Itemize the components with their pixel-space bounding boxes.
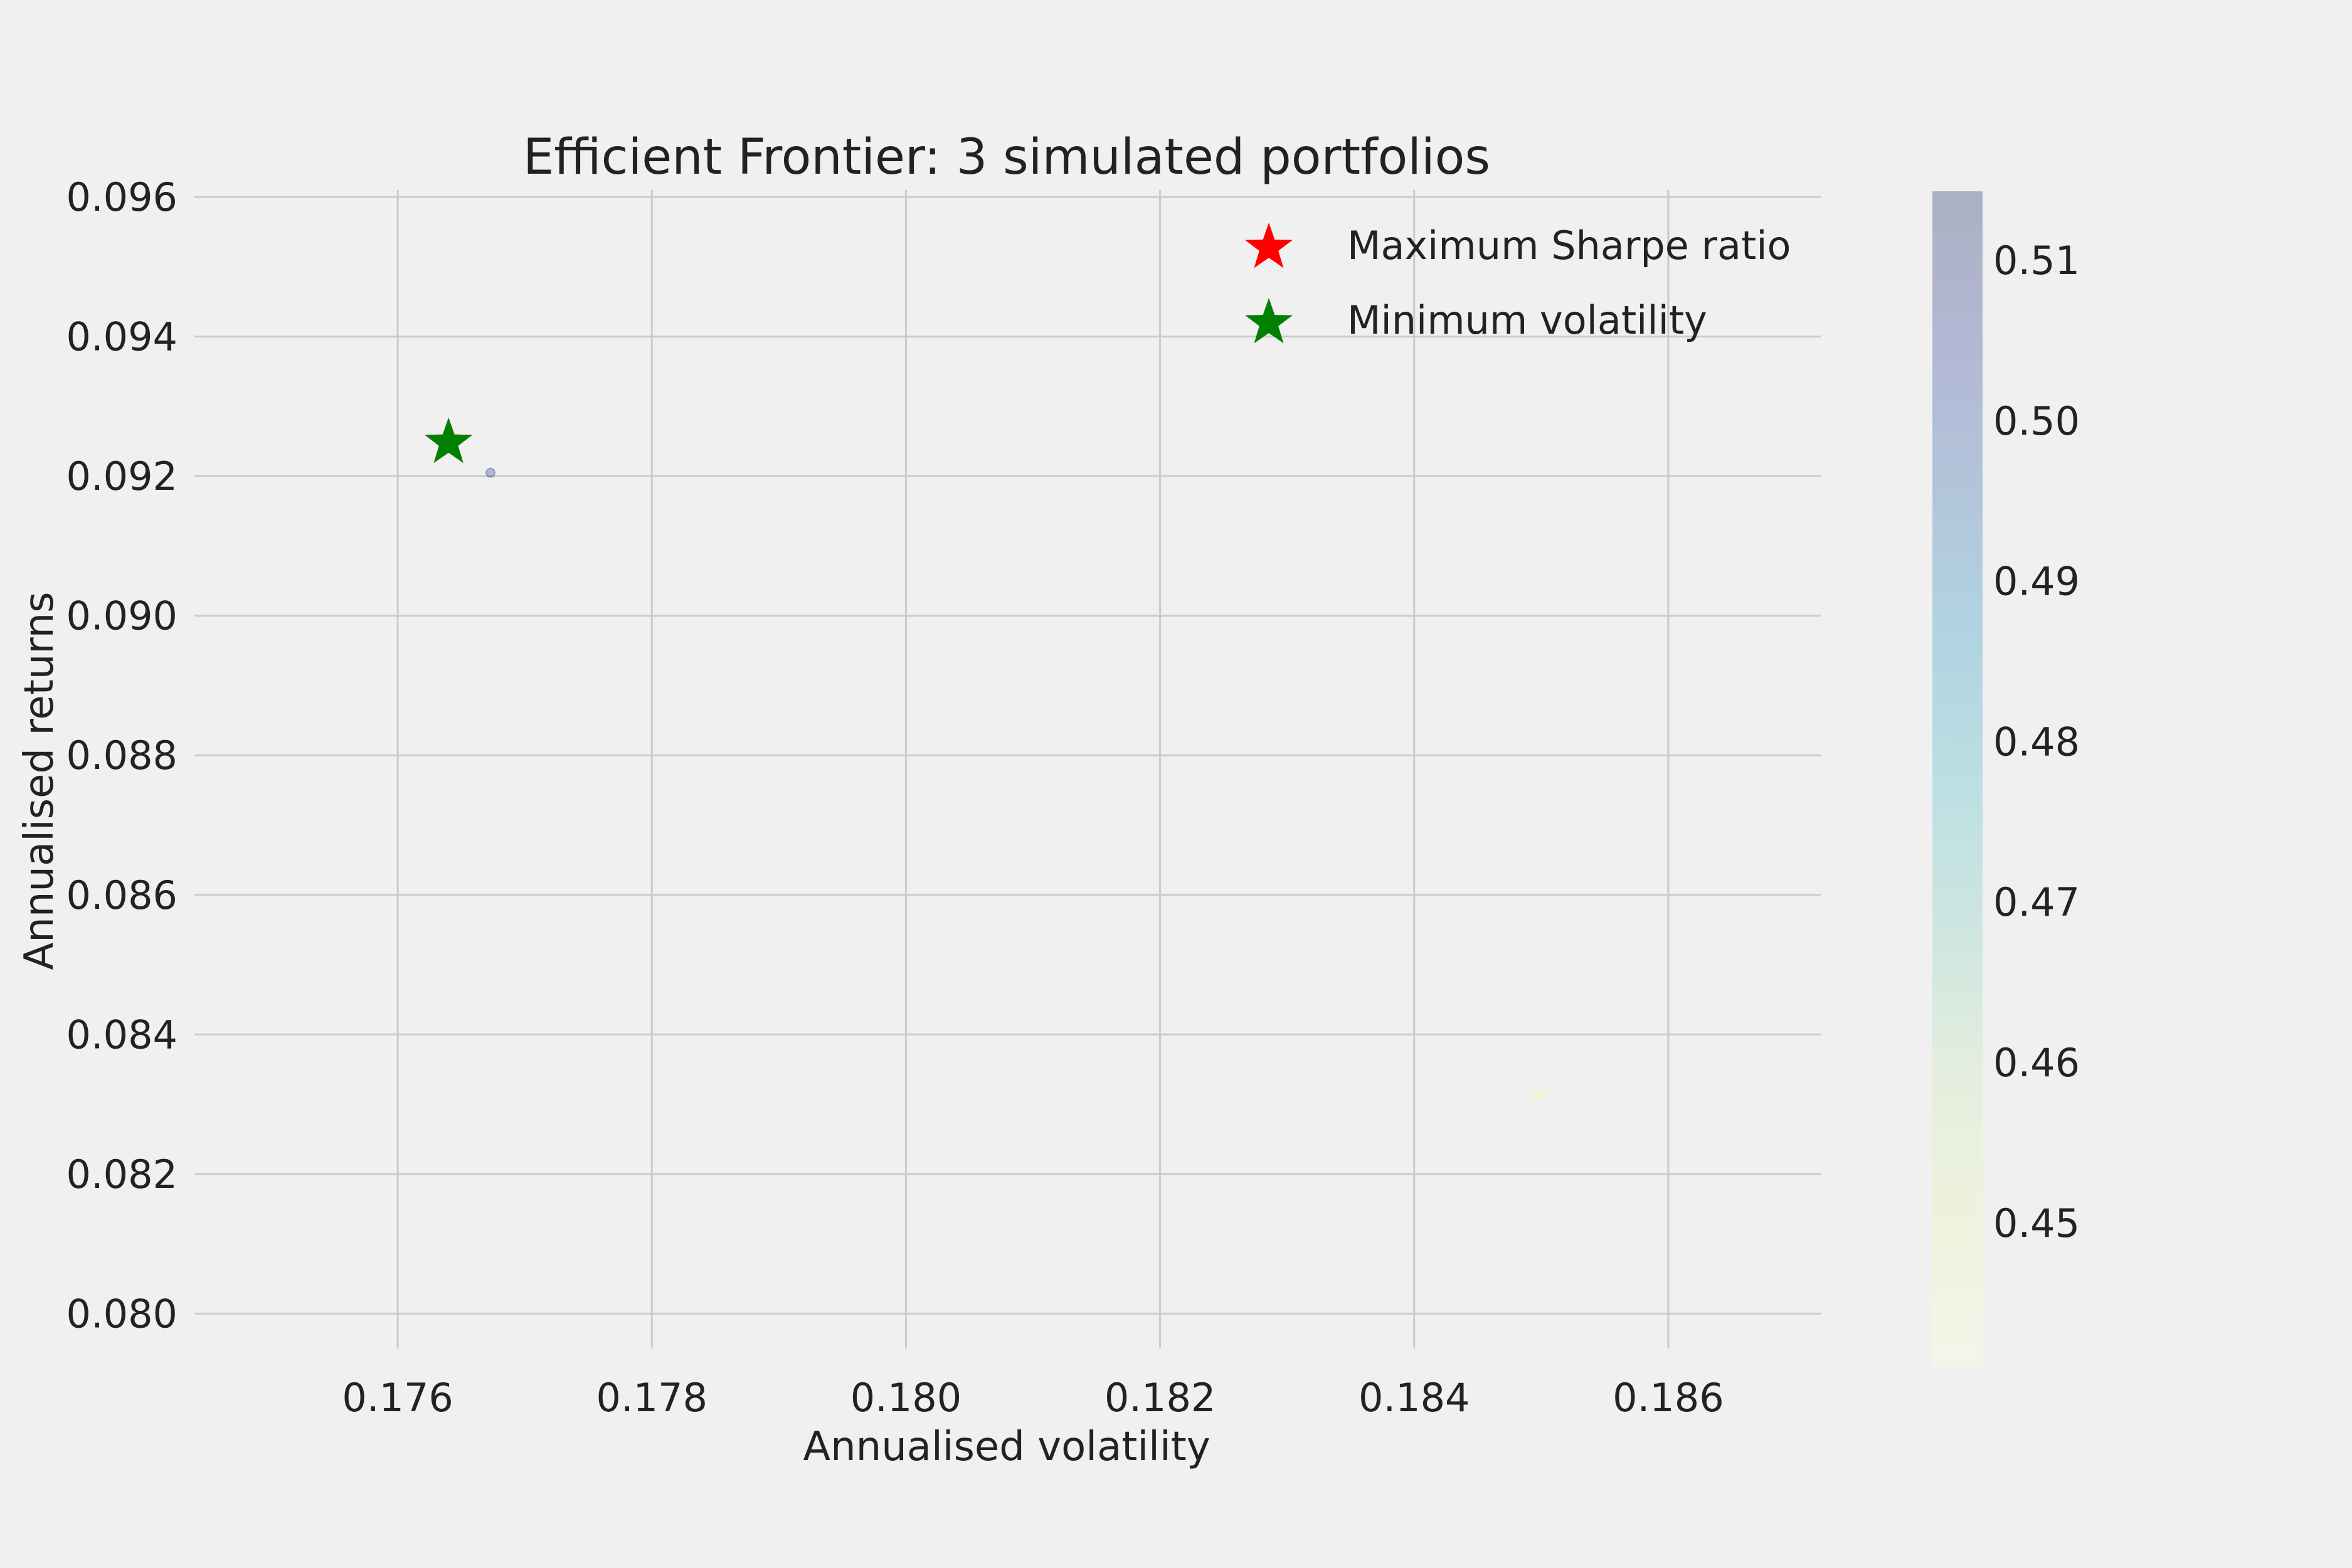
y-tick-label: 0.092 <box>66 453 178 499</box>
colorbar-tick-label: 0.48 <box>1993 719 2080 765</box>
colorbar-ticks: 0.45 0.46 0.47 0.48 0.49 0.50 0.51 <box>1993 238 2080 1246</box>
legend: Maximum Sharpe ratio Minimum volatility <box>1245 223 1791 344</box>
x-tick-label: 0.182 <box>1104 1375 1216 1421</box>
y-tick-label: 0.096 <box>66 174 178 220</box>
chart-title: Efficient Frontier: 3 simulated portfoli… <box>523 129 1490 186</box>
legend-marker-max-sharpe <box>1245 223 1293 268</box>
colorbar-tick-label: 0.47 <box>1993 879 2080 925</box>
portfolio-point <box>485 467 496 478</box>
legend-label-min-volatility: Minimum volatility <box>1347 297 1707 343</box>
legend-marker-min-volatility <box>1245 298 1293 344</box>
y-tick-label: 0.084 <box>66 1012 178 1057</box>
x-tick-label: 0.184 <box>1359 1375 1470 1421</box>
grid <box>194 190 1821 1348</box>
y-tick-label: 0.082 <box>66 1152 178 1197</box>
colorbar-tick-label: 0.51 <box>1993 238 2080 283</box>
y-axis-ticks: 0.080 0.082 0.084 0.086 0.088 0.090 0.092 0.094… <box>66 174 178 1337</box>
scatter-points <box>485 467 1547 1101</box>
y-axis-label: Annualised returns <box>16 592 63 970</box>
y-tick-label: 0.086 <box>66 872 178 918</box>
y-tick-label: 0.088 <box>66 733 178 778</box>
x-tick-label: 0.176 <box>342 1375 453 1421</box>
portfolio-point <box>1536 1088 1547 1099</box>
legend-label-max-sharpe: Maximum Sharpe ratio <box>1347 223 1791 268</box>
colorbar-tick-label: 0.49 <box>1993 559 2080 605</box>
x-tick-label: 0.180 <box>850 1375 962 1421</box>
x-tick-label: 0.178 <box>596 1375 708 1421</box>
y-tick-label: 0.080 <box>66 1291 178 1337</box>
colorbar-tick-label: 0.50 <box>1993 398 2080 444</box>
y-tick-label: 0.090 <box>66 593 178 639</box>
portfolio-point <box>1530 1090 1540 1101</box>
highlight-markers <box>425 417 473 464</box>
min-volatility-marker <box>425 417 473 464</box>
colorbar-tick-label: 0.45 <box>1993 1200 2080 1246</box>
colorbar: 0.45 0.46 0.47 0.48 0.49 0.50 0.51 <box>1932 191 2080 1367</box>
colorbar-tick-label: 0.46 <box>1993 1040 2080 1086</box>
x-axis-label: Annualised volatility <box>803 1424 1210 1470</box>
x-axis-ticks: 0.176 0.178 0.180 0.182 0.184 0.186 <box>342 1375 1724 1421</box>
y-tick-label: 0.094 <box>66 314 178 360</box>
colorbar-gradient <box>1932 191 1983 1367</box>
x-tick-label: 0.186 <box>1613 1375 1724 1421</box>
